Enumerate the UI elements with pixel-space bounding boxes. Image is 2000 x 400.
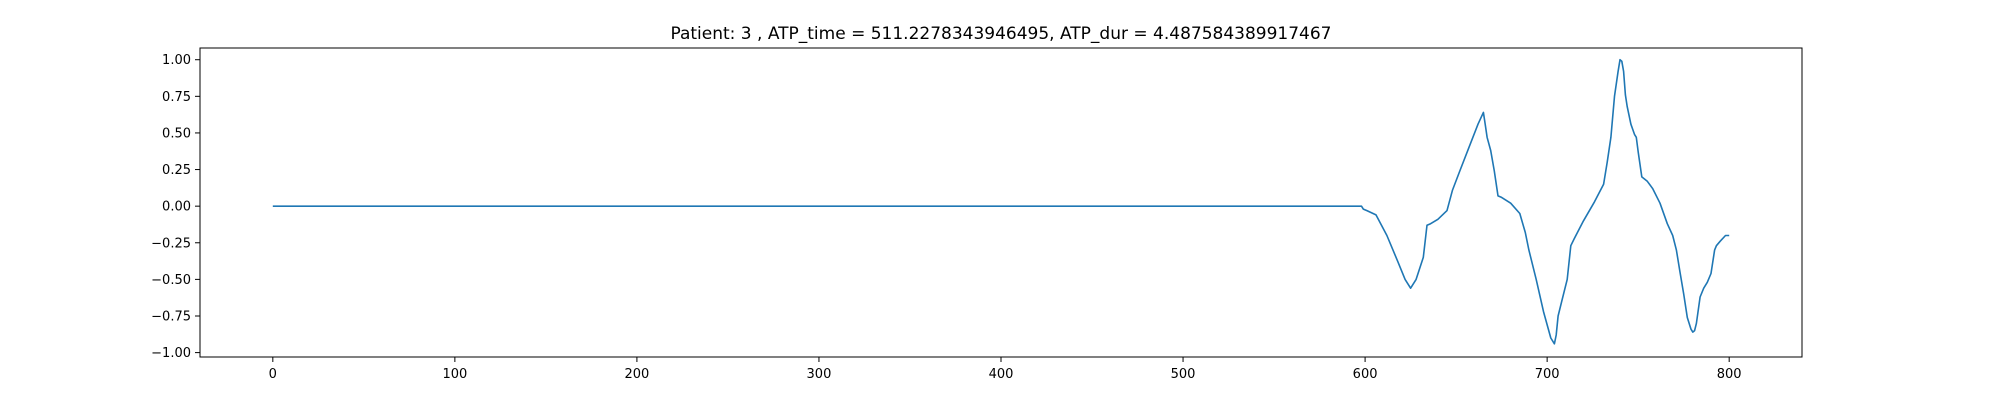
- x-tick-label: 800: [1717, 367, 1742, 382]
- y-axis: −1.00 −0.75 −0.50 −0.25 0.00 0.25 0.50 0.75 1.00: [151, 53, 200, 361]
- y-tick-label: −0.50: [151, 273, 191, 288]
- y-tick-label: −0.25: [151, 236, 191, 251]
- x-tick-label: 400: [989, 367, 1014, 382]
- y-tick-label: −1.00: [151, 346, 191, 361]
- x-axis: 0 100 200 300 400 500 600 700 800: [269, 357, 1742, 382]
- x-tick-label: 100: [442, 367, 467, 382]
- chart-title: Patient: 3 , ATP_time = 511.227834394649…: [670, 24, 1331, 44]
- y-tick-label: 0.50: [162, 126, 191, 141]
- plot-area-frame: [199, 47, 1803, 358]
- y-tick-label: 0.00: [162, 200, 191, 215]
- x-tick-label: 500: [1171, 367, 1196, 382]
- x-tick-label: 600: [1353, 367, 1378, 382]
- x-tick-label: 200: [624, 367, 649, 382]
- series-layer: [272, 58, 1730, 345]
- x-tick-label: 300: [807, 367, 832, 382]
- y-tick-label: 0.75: [162, 90, 191, 105]
- series-line-0: [272, 58, 1730, 345]
- y-tick-label: −0.75: [151, 309, 191, 324]
- y-tick-label: 0.25: [162, 163, 191, 178]
- y-tick-label: 1.00: [162, 53, 191, 68]
- x-tick-label: 0: [269, 367, 277, 382]
- x-tick-label: 700: [1535, 367, 1560, 382]
